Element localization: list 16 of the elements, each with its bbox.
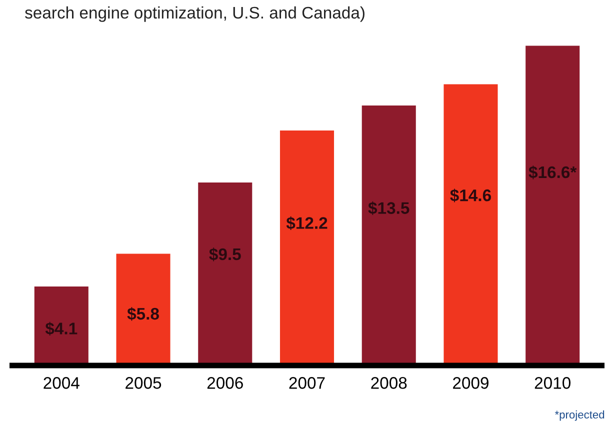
data-label: $12.2	[286, 216, 328, 230]
x-tick-label: 2009	[453, 377, 488, 389]
text: *projected	[554, 410, 604, 421]
chart-title: search engine optimization, U.S. and Canada)	[25, 6, 364, 22]
data-label: $4.1	[45, 322, 78, 336]
data-label: $5.8	[127, 307, 159, 321]
data-label: $14.6	[450, 188, 491, 202]
data-label: $9.5	[209, 248, 241, 262]
x-tick-label: 2008	[371, 377, 407, 389]
x-tick-label: 2006	[207, 377, 243, 389]
data-label: $13.5	[368, 201, 410, 216]
x-tick-label: 2010	[534, 377, 570, 389]
x-tick-label: 2005	[126, 377, 162, 389]
x-tick-label: 2004	[44, 377, 80, 389]
x-tick-label: 2007	[289, 377, 325, 389]
data-label: $16.6*	[528, 166, 577, 180]
